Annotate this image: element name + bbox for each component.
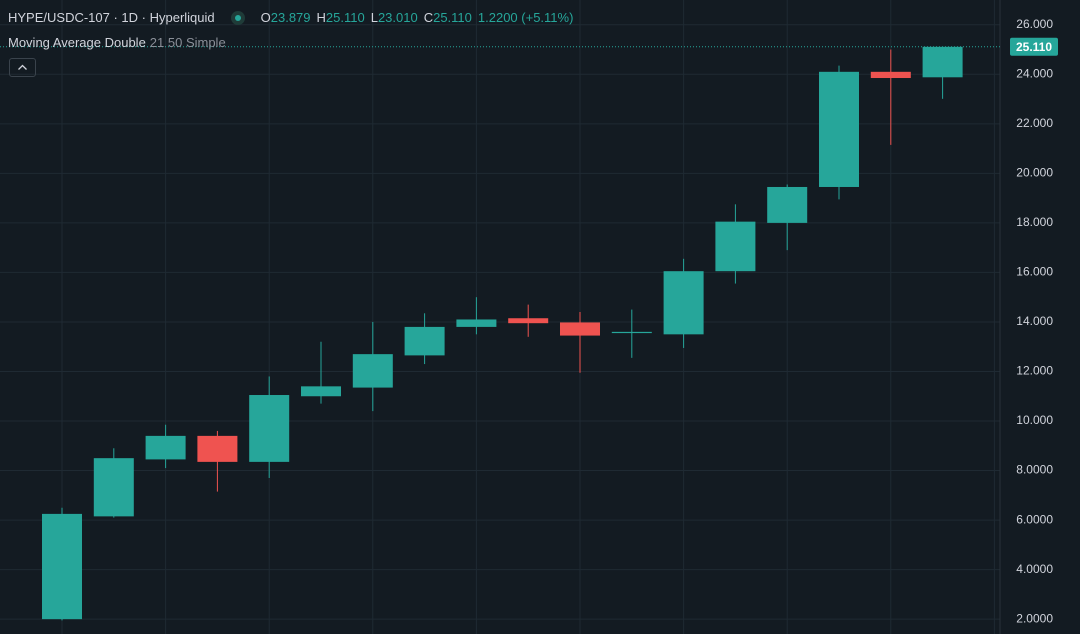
y-tick-label: 8.0000 — [1016, 463, 1053, 477]
candle-body — [301, 386, 341, 397]
y-tick-label: 24.000 — [1016, 66, 1053, 80]
indicator-legend: Moving Average Double 21 50 Simple — [8, 35, 226, 50]
ohlc-value: 23.010 — [377, 10, 418, 25]
y-tick-label: 22.000 — [1016, 116, 1053, 130]
change: 1.2200 — [477, 10, 518, 25]
ohlc-key: L — [370, 10, 378, 25]
candle-body — [145, 435, 186, 460]
candle-body — [663, 271, 704, 335]
ohlc-value: 23.879 — [270, 10, 311, 25]
last-price-label: 25.110 — [1016, 40, 1052, 54]
candle-body — [352, 354, 393, 388]
y-tick-label: 6.0000 — [1016, 512, 1053, 526]
candle-body — [715, 221, 756, 272]
candle-body — [922, 46, 963, 78]
caret-icon — [18, 64, 27, 70]
candle-body — [456, 319, 497, 327]
ohlc-value: 25.110 — [325, 10, 365, 25]
candle-body — [819, 71, 859, 187]
indicator-params: 21 50 Simple — [149, 35, 226, 50]
collapse-button[interactable] — [9, 58, 36, 77]
status-dot — [230, 10, 245, 25]
y-tick-label: 2.0000 — [1016, 611, 1053, 625]
last-price-tag — [1010, 37, 1058, 56]
candle-body — [197, 435, 238, 462]
candle-body — [767, 186, 808, 223]
y-tick-label: 20.000 — [1016, 166, 1053, 180]
candle-body — [93, 458, 134, 517]
candle-body — [560, 322, 600, 336]
y-tick-label: 12.000 — [1016, 364, 1053, 378]
y-tick-label: 26.000 — [1016, 17, 1053, 31]
y-tick-label: 14.000 — [1016, 314, 1053, 328]
ohlc-value: 25.110 — [433, 10, 472, 25]
y-tick-label: 10.000 — [1016, 413, 1053, 427]
symbol-title: HYPE/USDC-107 · 1D · Hyperliquid — [8, 10, 215, 25]
indicator-name: Moving Average Double — [8, 35, 146, 50]
ohlc-key: C — [423, 10, 434, 25]
candle-body — [404, 326, 445, 356]
candle-body — [249, 395, 290, 462]
y-tick-label: 4.0000 — [1016, 562, 1053, 576]
candle-body — [508, 318, 549, 324]
legend-header: HYPE/USDC-107 · 1D · Hyperliquid O23.879… — [8, 10, 573, 25]
candle-body — [42, 513, 82, 620]
change-percent: (+5.11%) — [521, 10, 574, 25]
candle-body — [611, 331, 652, 334]
ohlc-key: H — [316, 10, 326, 25]
ohlc-values: O23.879 H25.110 L23.010 C25.110 — [261, 10, 478, 25]
ohlc-key: O — [260, 10, 271, 25]
y-tick-label: 16.000 — [1016, 265, 1053, 279]
candle-body — [870, 71, 911, 79]
y-tick-label: 18.000 — [1016, 215, 1053, 229]
